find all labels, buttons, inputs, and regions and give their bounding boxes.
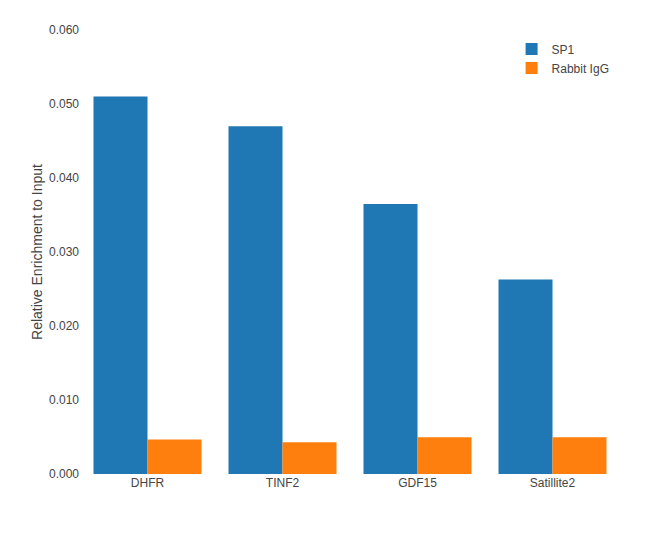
svg-text:0.020: 0.020 bbox=[49, 319, 79, 333]
svg-text:SP1: SP1 bbox=[552, 43, 575, 57]
svg-text:DHFR: DHFR bbox=[131, 476, 165, 490]
svg-text:0.040: 0.040 bbox=[49, 171, 79, 185]
svg-text:TINF2: TINF2 bbox=[266, 476, 300, 490]
svg-text:0.030: 0.030 bbox=[49, 245, 79, 259]
svg-text:GDF15: GDF15 bbox=[398, 476, 437, 490]
svg-text:Relative Enrichment to Input: Relative Enrichment to Input bbox=[29, 164, 45, 340]
svg-text:Rabbit IgG: Rabbit IgG bbox=[552, 62, 609, 76]
svg-text:0.060: 0.060 bbox=[49, 23, 79, 37]
svg-text:0.050: 0.050 bbox=[49, 97, 79, 111]
svg-text:Satillite2: Satillite2 bbox=[530, 476, 576, 490]
svg-text:0.000: 0.000 bbox=[49, 467, 79, 481]
svg-text:0.010: 0.010 bbox=[49, 393, 79, 407]
